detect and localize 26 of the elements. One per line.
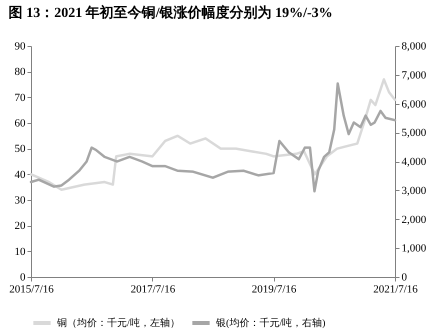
y-tick-label: 20 <box>14 220 26 232</box>
x-tick-label: 2021/7/16 <box>373 284 418 296</box>
y-tick-label: 0 <box>20 272 26 284</box>
y-tick-label: 90 <box>14 40 26 52</box>
legend-label: 银(均价：千元/吨，右轴) <box>215 317 326 329</box>
y2-tick-label: 2,000 <box>402 214 427 226</box>
y2-tick-label: 3,000 <box>402 184 427 197</box>
x-tick-label: 2017/7/16 <box>130 284 176 296</box>
y2-tick-label: 1,000 <box>402 242 427 255</box>
y-tick-label: 50 <box>14 143 26 156</box>
y2-tick-label: 8,000 <box>402 40 427 52</box>
chart-title: 图 13：2021 年初至今铜/银涨价幅度分别为 19%/-3% <box>8 4 333 21</box>
y-tick-label: 60 <box>14 118 26 130</box>
y2-tick-label: 7,000 <box>402 69 427 82</box>
y-tick-label: 40 <box>14 168 26 181</box>
x-tick-label: 2019/7/16 <box>252 284 297 296</box>
legend-label: 铜（均价：千元/吨，左轴） <box>56 317 180 329</box>
y-tick-label: 10 <box>14 246 26 258</box>
y-tick-label: 30 <box>14 194 26 206</box>
y2-tick-label: 5,000 <box>402 127 427 140</box>
x-tick-label: 2015/7/16 <box>9 284 54 296</box>
y-tick-label: 80 <box>14 66 26 78</box>
y2-tick-label: 4,000 <box>402 156 427 168</box>
y-tick-label: 70 <box>14 92 26 104</box>
y2-tick-label: 6,000 <box>402 98 427 110</box>
y2-tick-label: 0 <box>402 272 408 284</box>
